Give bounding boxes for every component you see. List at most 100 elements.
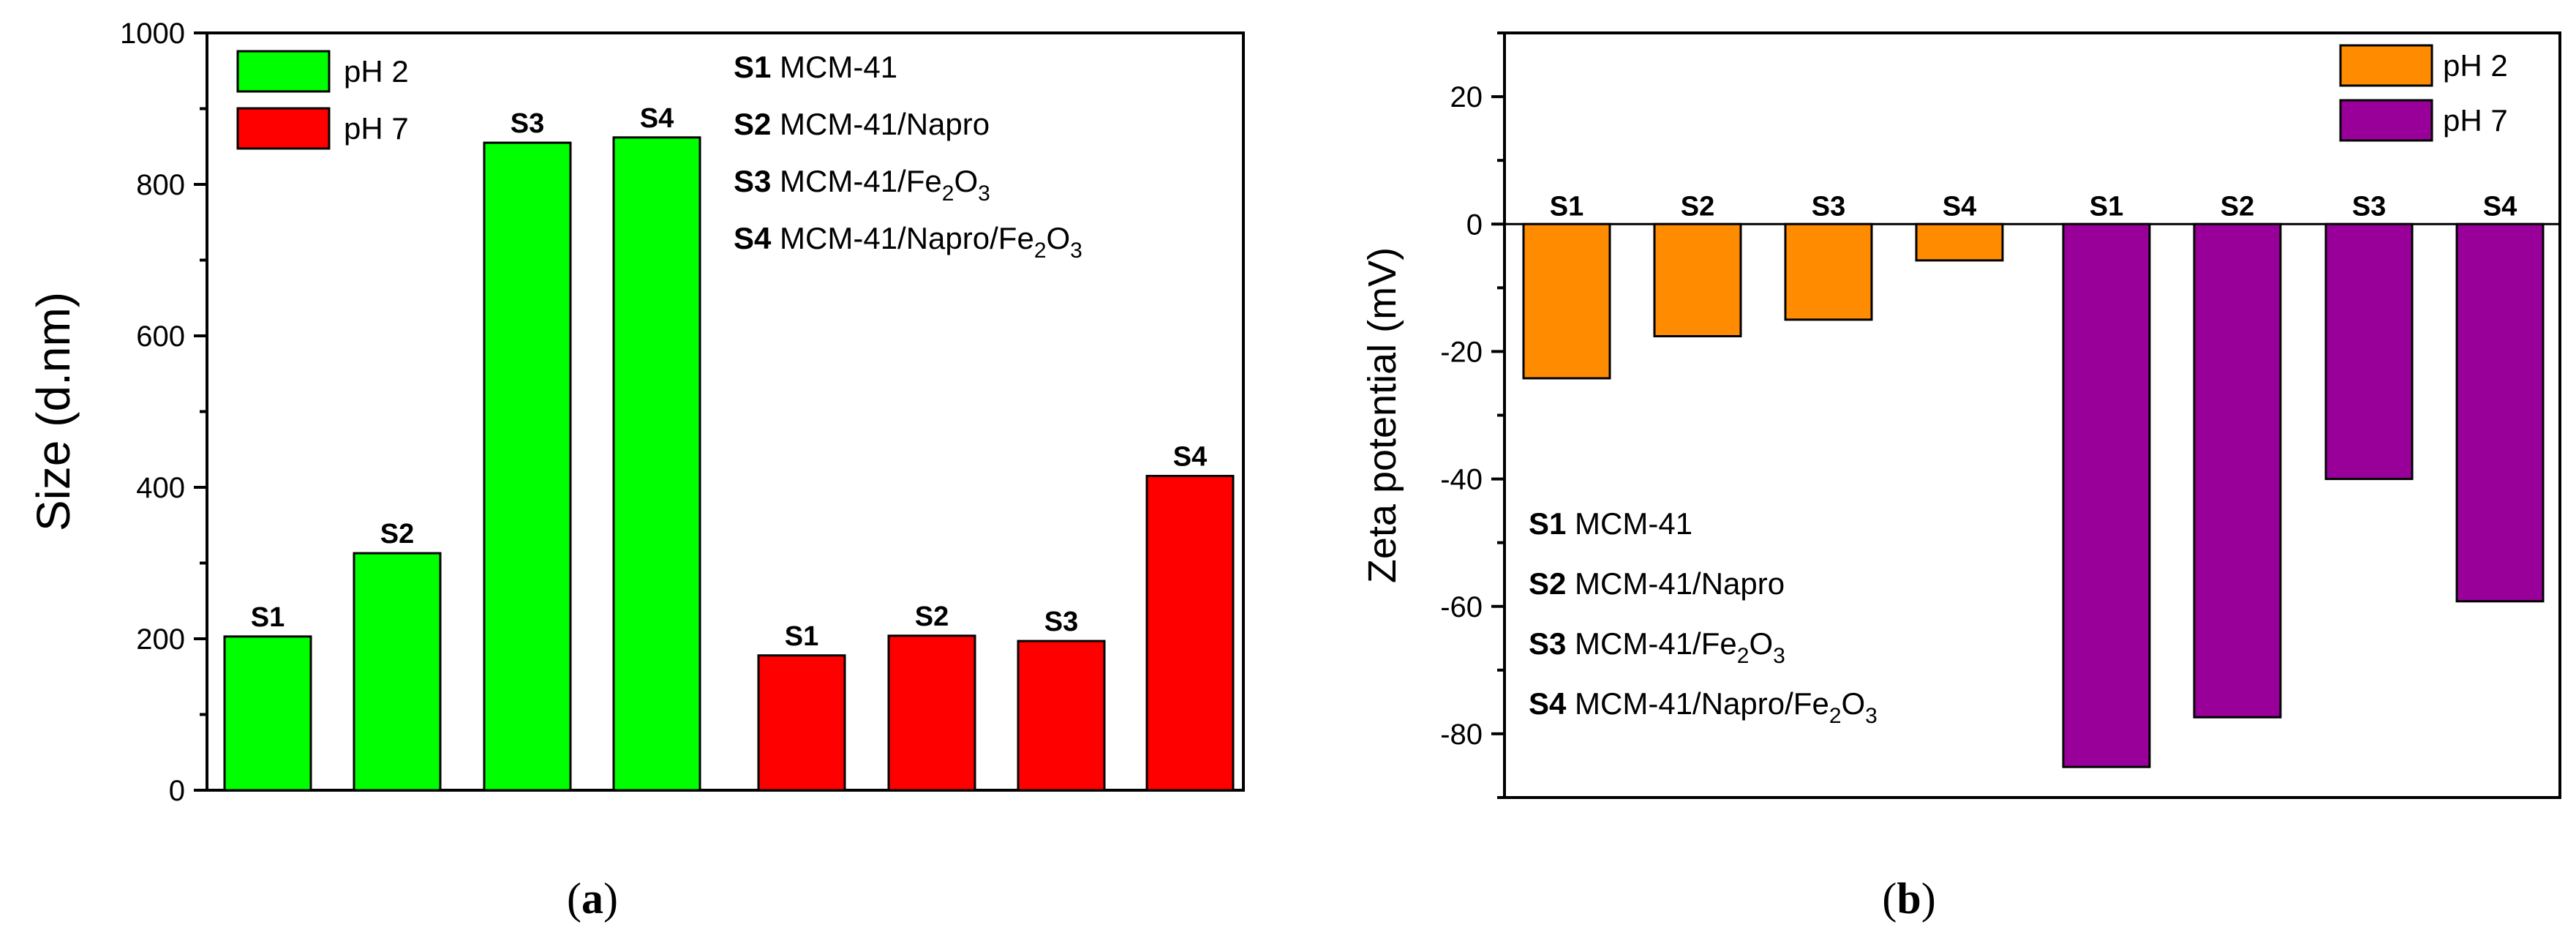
subscript: 2 — [1034, 239, 1047, 263]
sample-name: MCM-41/Napro/Fe — [780, 221, 1034, 255]
y-tick-label: 20 — [1450, 81, 1483, 113]
sample-code: S1 — [1529, 506, 1566, 541]
bar-label: S1 — [785, 621, 818, 652]
sample-key-entry: S1 MCM-41 — [734, 50, 897, 84]
sample-code: S4 — [734, 221, 772, 255]
subscript: 3 — [1865, 704, 1878, 728]
legend-swatch — [2339, 99, 2433, 142]
bar — [1915, 222, 2004, 262]
y-tick-label: -40 — [1440, 464, 1483, 496]
bar-label: S4 — [1943, 191, 1976, 222]
y-tick-label: 800 — [136, 169, 185, 201]
bar-label: S4 — [2483, 191, 2517, 222]
legend-label: pH 2 — [2443, 48, 2508, 83]
sample-name: MCM-41/Fe — [1575, 626, 1737, 661]
subscript: 3 — [1070, 239, 1082, 263]
chart-panel-a: 0 200 400 600 800 1000 Size (d.nm) S1 S2 S3 S4 S1 S2… — [27, 18, 1245, 923]
sample-key-entry: S2 MCM-41/Napro — [1529, 566, 1785, 601]
key-space — [1566, 686, 1575, 721]
panel-label-close: ) — [1921, 874, 1936, 923]
sample-name: MCM-41 — [1575, 506, 1692, 541]
bar — [2193, 222, 2282, 719]
subscript: 3 — [978, 181, 990, 206]
subscript: 2 — [1829, 704, 1842, 728]
bar-label: S1 — [2090, 191, 2123, 222]
sample-code: S1 — [734, 50, 771, 84]
key-space — [1566, 506, 1575, 541]
legend-swatch — [236, 50, 331, 93]
y-tick-label: -80 — [1440, 719, 1483, 751]
legend-label: pH 2 — [344, 54, 409, 89]
key-space — [771, 221, 780, 255]
bar-label: S2 — [2221, 191, 2254, 222]
key-space — [771, 50, 780, 84]
chart-panel-b: -80 -60 -40 -20 0 20 Zeta potential (mV) S1 S2 S3… — [1360, 31, 2561, 923]
bar-label: S3 — [1044, 607, 1078, 637]
y-tick-label: -60 — [1440, 591, 1483, 623]
sample-code: S2 — [734, 107, 771, 141]
bar — [2062, 222, 2151, 768]
subscript: 3 — [1773, 644, 1785, 668]
legend-label: pH 7 — [344, 111, 409, 146]
sample-key-entry: S4 MCM-41/Napro/Fe2O3 — [734, 221, 1082, 263]
y-tick-label: 1000 — [120, 18, 185, 50]
bar — [1522, 222, 1611, 380]
bar — [1017, 639, 1106, 792]
subscript: 2 — [1737, 644, 1750, 668]
legend-label: pH 7 — [2443, 103, 2508, 138]
sample-name: MCM-41/Napro — [1575, 566, 1785, 601]
panel-label-letter: b — [1897, 874, 1921, 923]
bar-label: S2 — [915, 601, 949, 632]
sample-code: S4 — [1529, 686, 1567, 721]
legend-swatch — [2339, 44, 2433, 87]
y-tick-label: 0 — [1466, 209, 1483, 241]
bar-label: S3 — [511, 108, 544, 139]
sample-name: MCM-41/Fe — [780, 164, 942, 198]
key-space — [771, 107, 780, 141]
sample-key-entry: S2 MCM-41/Napro — [734, 107, 990, 141]
key-space — [1566, 566, 1575, 601]
y-tick-label: 600 — [136, 320, 185, 353]
bar — [1145, 474, 1235, 792]
y-axis-label: Zeta potential (mV) — [1360, 247, 1404, 583]
bar — [353, 552, 442, 792]
sample-name: MCM-41/Napro/Fe — [1575, 686, 1829, 721]
bar — [483, 141, 572, 792]
key-space — [1566, 626, 1575, 661]
sample-code: S3 — [734, 164, 771, 198]
y-axis-label: Size (d.nm) — [27, 292, 80, 531]
sample-name: O — [1842, 686, 1866, 721]
sample-key-entry: S1 MCM-41 — [1529, 506, 1692, 541]
bar — [2455, 222, 2545, 603]
bar — [1653, 222, 1742, 338]
sample-key-entry: S3 MCM-41/Fe2O3 — [1529, 626, 1785, 668]
sample-name: MCM-41/Napro — [780, 107, 990, 141]
y-tick-label: -20 — [1440, 336, 1483, 368]
panel-label: (a) — [567, 874, 618, 923]
sample-key-entry: S4 MCM-41/Napro/Fe2O3 — [1529, 686, 1878, 728]
sample-name: O — [954, 164, 978, 198]
bar-label: S3 — [1812, 191, 1845, 222]
panel-label-open: ( — [1882, 874, 1897, 923]
sample-key-entry: S3 MCM-41/Fe2O3 — [734, 164, 990, 206]
sample-code: S2 — [1529, 566, 1566, 601]
bar — [612, 136, 701, 792]
bar — [223, 635, 312, 792]
bar — [757, 654, 846, 792]
bar-label: S4 — [1173, 441, 1207, 472]
bar-label: S1 — [251, 602, 285, 633]
bar-label: S2 — [1681, 191, 1714, 222]
bar-label: S4 — [640, 103, 674, 134]
key-space — [771, 164, 780, 198]
bar — [2324, 222, 2414, 481]
bar-label: S1 — [1550, 191, 1583, 222]
sample-name: O — [1749, 626, 1773, 661]
panel-label: (b) — [1882, 874, 1935, 923]
panel-label-close: ) — [603, 874, 618, 923]
sample-name: O — [1047, 221, 1071, 255]
legend-swatch — [236, 107, 331, 150]
panel-label-letter: a — [581, 874, 603, 923]
bar — [887, 634, 976, 792]
subscript: 2 — [942, 181, 954, 206]
